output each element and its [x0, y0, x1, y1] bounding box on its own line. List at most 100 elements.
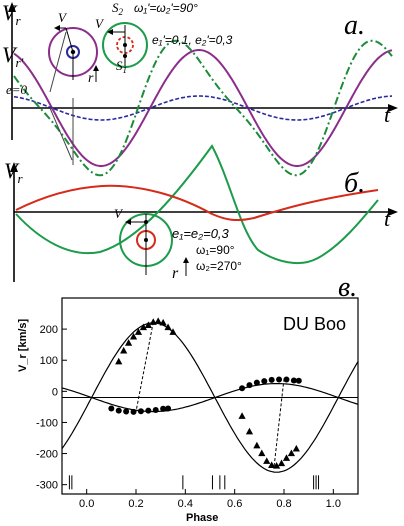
- orbit-b-velocity-arrowhead: [125, 219, 131, 225]
- label-ecc-b: e₁=e₂=0,3: [172, 226, 230, 241]
- data-point-circle: [137, 408, 144, 415]
- data-point-triangle: [268, 461, 276, 468]
- data-point-circle: [290, 377, 297, 384]
- data-point-circle: [283, 376, 290, 383]
- data-point-triangle: [245, 427, 254, 435]
- orbit-velocity-arrowhead-2: [107, 29, 113, 35]
- x-tick-label: 0.4: [178, 498, 193, 510]
- data-point-circle: [276, 376, 283, 383]
- data-point-triangle: [120, 346, 128, 354]
- model-curve-primary: [61, 322, 359, 473]
- axis-label-vr: Vr: [2, 0, 21, 28]
- data-point-circle: [108, 405, 115, 412]
- data-point-triangle: [115, 357, 123, 365]
- label-e0: e=0: [6, 82, 28, 97]
- label-r-b: r: [172, 265, 179, 282]
- plot-frame: [61, 297, 359, 495]
- curve-blue-dashed: [13, 95, 393, 121]
- data-point-triangle: [129, 332, 138, 340]
- data-point-triangle: [169, 328, 177, 335]
- data-point-circle: [152, 407, 159, 413]
- curve-green-dashdot: [13, 39, 393, 177]
- data-point-triangle: [154, 317, 162, 324]
- x-tick-label: 1.0: [326, 498, 341, 510]
- data-point-circle: [115, 407, 122, 414]
- model-curve-secondary: [61, 383, 359, 413]
- orbit-circle-eccentric: [102, 22, 148, 68]
- panel-label-a: а.: [344, 10, 365, 41]
- r-arrowhead-a: [93, 65, 99, 71]
- data-point-circle: [123, 408, 130, 415]
- data-point-circle: [261, 378, 268, 385]
- panel-a-y-arrow: [8, 2, 16, 12]
- axis-label-t-b: t: [384, 206, 391, 231]
- y-axis-label: V_r [km/s]: [17, 318, 29, 372]
- label-orbit-v: V: [58, 10, 68, 25]
- orbit-velocity-line: [65, 27, 74, 53]
- panel-b-y-arrow: [10, 162, 18, 172]
- data-point-circle: [145, 407, 152, 414]
- data-point-triangle: [134, 328, 143, 335]
- panel-b-t-arrow: [388, 208, 398, 216]
- axis-label-vr-prime: Vr': [2, 42, 24, 70]
- data-point-circle: [295, 377, 302, 384]
- data-point-circle: [130, 408, 137, 415]
- axis-label-t-a: t: [384, 102, 391, 127]
- label-orbit-r: r: [88, 71, 94, 86]
- label-v-b: V: [114, 206, 124, 221]
- data-point-triangle: [273, 462, 281, 469]
- panel-label-b: б.: [344, 168, 365, 199]
- y-tick-label: -200: [36, 449, 58, 461]
- x-tick-label: 0.2: [128, 498, 143, 510]
- data-point-circle: [160, 405, 167, 412]
- x-tick-label: 0.0: [79, 498, 94, 510]
- curve-red-b: [15, 184, 379, 222]
- y-tick-label: -300: [36, 480, 58, 492]
- data-point-triangle: [263, 457, 271, 464]
- data-point-triangle: [292, 444, 300, 452]
- panel-b: Vr V r e₁=e₂=0,3 ω₁=90° ω₂=270° t б.: [4, 144, 398, 282]
- y-tick-label: -100: [36, 417, 58, 429]
- panel-c-chart: DU Boo Phase V_r [km/s] 0.0 0.2 0.4 0.6 0.8 1…: [17, 297, 359, 524]
- data-point-triangle: [139, 323, 147, 331]
- data-point-circle: [246, 382, 253, 389]
- label-omega2-b: ω₂=270°: [196, 259, 242, 273]
- line-cursor-a1: [49, 31, 67, 93]
- y-tick-label: 200: [40, 324, 58, 336]
- curve-green-b: [15, 144, 379, 265]
- axis-label-vr-b: Vr: [4, 158, 23, 186]
- data-point-triangle: [253, 441, 261, 449]
- data-point-triangle: [258, 449, 266, 457]
- data-point-triangle: [125, 339, 133, 346]
- data-point-triangle: [238, 412, 246, 419]
- orbit-velocity-arrowhead: [54, 25, 60, 31]
- data-point-circle: [253, 379, 260, 386]
- data-point-triangle: [282, 454, 291, 461]
- panel-a-t-arrow: [388, 104, 398, 112]
- data-point-triangle: [164, 323, 172, 331]
- line-cursor-a2: [49, 107, 73, 161]
- panel-label-c: в.: [338, 272, 357, 303]
- x-tick-label: 0.8: [276, 498, 291, 510]
- label-v-2: V: [95, 16, 105, 31]
- label-s1: S1: [116, 58, 127, 75]
- label-omega-a: ω₁'=ω₂'=90°: [134, 1, 198, 15]
- y-tick-label: 0: [52, 386, 58, 398]
- label-ecc-a: e₁'=0,1, e₂'=0,3: [152, 33, 233, 47]
- r-arrowhead-b: [183, 257, 189, 263]
- x-tick-label: 0.6: [227, 498, 242, 510]
- panel-a: Vr Vr' e=0 V r V S2 S1 ω₁'=ω₂'=90° e₁'=0…: [2, 0, 398, 177]
- data-point-triangle: [159, 318, 167, 326]
- data-point-circle: [239, 385, 246, 392]
- label-omega1-b: ω₁=90°: [196, 243, 235, 257]
- x-axis-label: Phase: [186, 512, 218, 524]
- chart-title: DU Boo: [283, 314, 346, 334]
- data-point-circle: [268, 376, 275, 383]
- y-tick-label: 100: [40, 355, 58, 367]
- data-point-triangle: [144, 321, 152, 328]
- data-point-triangle: [277, 459, 286, 467]
- curve-purple: [13, 49, 393, 167]
- data-point-triangle: [287, 449, 295, 457]
- dashed-connector: [273, 378, 285, 467]
